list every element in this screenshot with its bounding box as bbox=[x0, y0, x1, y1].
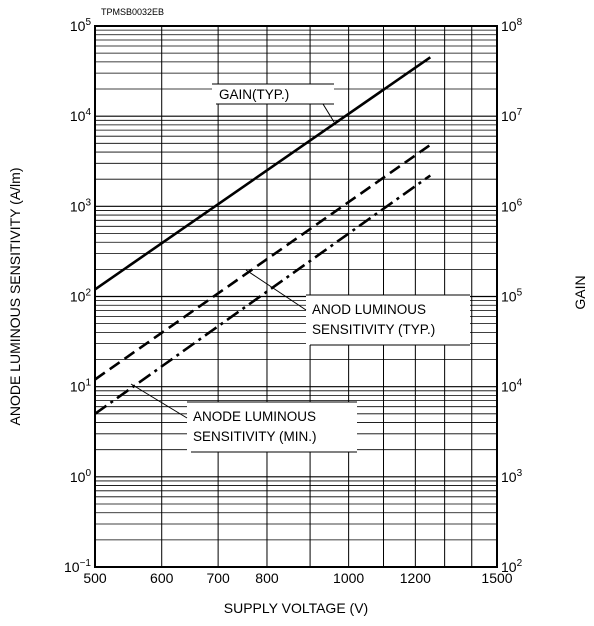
annotation-label: ANOD LUMINOUS bbox=[312, 302, 426, 317]
right-y-tick-label: 102 bbox=[501, 558, 523, 575]
right-y-tick-label: 108 bbox=[501, 17, 523, 34]
right-y-tick-label: 103 bbox=[501, 468, 523, 485]
x-tick-label: 700 bbox=[206, 570, 230, 586]
left-y-tick-label: 104 bbox=[70, 107, 92, 124]
right-y-tick-label: 105 bbox=[501, 288, 523, 305]
annotation-leader bbox=[245, 269, 307, 311]
series-line-1 bbox=[94, 56, 432, 291]
annotation-box bbox=[212, 84, 334, 104]
tick-labels: 500 600 700 800 1000 1200 1500 10−1 100 101 102 103… bbox=[64, 17, 523, 586]
right-y-axis-label: GAIN bbox=[572, 275, 588, 309]
x-axis-label: SUPPLY VOLTAGE (V) bbox=[224, 600, 368, 616]
x-tick-label: 1200 bbox=[400, 570, 431, 586]
annotation-box bbox=[306, 295, 470, 345]
series-lines bbox=[94, 56, 432, 415]
x-tick-label: 800 bbox=[255, 570, 279, 586]
left-y-tick-label: 103 bbox=[70, 197, 92, 214]
left-y-axis-label: ANODE LUMINOUS SENSITIVITY (A/lm) bbox=[7, 168, 23, 426]
annotation-box bbox=[187, 402, 357, 452]
left-y-tick-label: 102 bbox=[70, 288, 92, 305]
figure-id: TPMSB0032EB bbox=[101, 7, 164, 17]
x-tick-label: 600 bbox=[150, 570, 174, 586]
right-y-tick-label: 107 bbox=[501, 107, 523, 124]
left-y-tick-label: 105 bbox=[70, 17, 92, 34]
x-tick-label: 1000 bbox=[333, 570, 364, 586]
plot-frame bbox=[94, 25, 498, 568]
left-y-tick-label: 10−1 bbox=[64, 558, 91, 575]
x-tick-label: 1500 bbox=[481, 570, 512, 586]
annotation-leader bbox=[130, 383, 188, 419]
annotation-label: ANODE LUMINOUS bbox=[193, 409, 316, 424]
annotations: GAIN(TYP.) ANOD LUMINOUS SENSITIVITY (TYP.… bbox=[130, 83, 470, 453]
annotation-label: GAIN(TYP.) bbox=[219, 87, 289, 102]
right-y-tick-label: 106 bbox=[501, 197, 523, 214]
series-line-2 bbox=[94, 143, 432, 381]
left-y-tick-label: 100 bbox=[70, 468, 92, 485]
annotation-label: SENSITIVITY (TYP.) bbox=[312, 322, 435, 337]
annotation-label: SENSITIVITY (MIN.) bbox=[193, 429, 317, 444]
x-tick-label: 500 bbox=[83, 570, 107, 586]
left-y-tick-label: 101 bbox=[70, 378, 92, 395]
right-y-tick-label: 104 bbox=[501, 378, 523, 395]
annotation-leader bbox=[322, 103, 335, 123]
